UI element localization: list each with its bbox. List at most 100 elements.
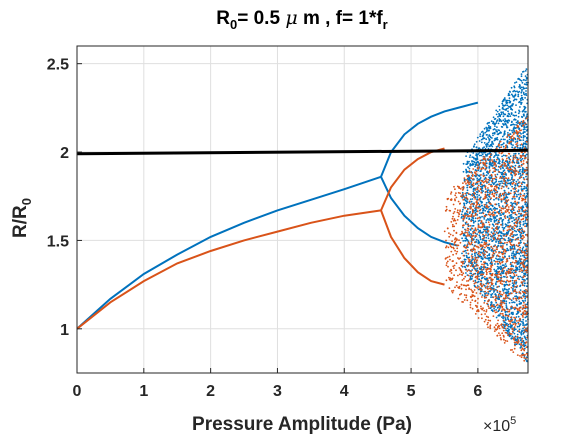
scatter-point	[487, 234, 489, 237]
scatter-point	[524, 316, 527, 319]
scatter-point	[491, 240, 493, 243]
scatter-point	[474, 286, 477, 288]
scatter-point	[497, 211, 500, 213]
scatter-point	[489, 319, 492, 322]
scatter-point	[492, 214, 494, 217]
scatter-point	[498, 109, 501, 111]
scatter-point	[493, 276, 496, 279]
scatter-point	[462, 254, 465, 257]
scatter-point	[523, 259, 526, 261]
scatter-point	[510, 209, 512, 212]
scatter-point	[509, 263, 512, 266]
scatter-point	[492, 121, 495, 124]
scatter-point	[513, 206, 516, 209]
scatter-point	[481, 263, 483, 266]
scatter-point	[503, 342, 506, 344]
scatter-point	[521, 88, 523, 91]
scatter-point	[513, 153, 515, 155]
scatter-point	[512, 311, 514, 314]
scatter-point	[489, 270, 492, 273]
scatter-point	[450, 246, 453, 249]
scatter-point	[499, 337, 502, 339]
scatter-point	[487, 187, 489, 189]
scatter-point	[492, 252, 495, 255]
scatter-point	[522, 344, 524, 347]
scatter-point	[472, 280, 475, 282]
scatter-point	[491, 205, 494, 208]
scatter-point	[508, 162, 511, 164]
scatter-point	[525, 117, 528, 120]
scatter-point	[524, 169, 526, 172]
scatter-point	[468, 160, 470, 163]
scatter-point	[521, 237, 524, 240]
scatter-point	[524, 269, 526, 272]
y-tick-label: 2	[60, 145, 69, 162]
scatter-point	[453, 264, 456, 267]
scatter-point	[467, 180, 469, 182]
scatter-point	[525, 218, 528, 221]
scatter-point	[479, 185, 482, 188]
scatter-point	[482, 134, 484, 137]
scatter-point	[477, 224, 480, 227]
scatter-point	[510, 124, 512, 127]
scatter-point	[501, 222, 504, 225]
scatter-point	[513, 282, 516, 285]
scatter-point	[473, 161, 476, 164]
scatter-point	[450, 290, 453, 292]
scatter-point	[478, 286, 480, 288]
scatter-point	[520, 212, 522, 215]
scatter-point	[501, 185, 504, 188]
scatter-point	[465, 272, 467, 274]
scatter-point	[521, 281, 523, 284]
scatter-point	[495, 113, 498, 116]
scatter-point	[498, 146, 501, 149]
scatter-point	[504, 321, 507, 324]
scatter-point	[521, 269, 523, 272]
scatter-point	[514, 164, 517, 167]
scatter-point	[525, 306, 528, 309]
scatter-point	[497, 169, 499, 171]
scatter-point	[500, 259, 502, 262]
scatter-point	[468, 278, 471, 281]
scatter-point	[524, 297, 527, 300]
scatter-point	[482, 272, 485, 274]
scatter-point	[514, 343, 516, 346]
scatter-point	[487, 198, 490, 201]
scatter-point	[493, 187, 496, 190]
scatter-point	[478, 140, 481, 142]
scatter-point	[504, 201, 506, 204]
scatter-point	[525, 315, 528, 318]
scatter-point	[523, 329, 525, 332]
scatter-point	[448, 276, 450, 279]
scatter-point	[487, 293, 490, 295]
scatter-point	[507, 289, 509, 291]
scatter-point	[461, 279, 464, 281]
scatter-point	[476, 278, 479, 280]
scatter-point	[493, 198, 495, 201]
scatter-point	[524, 70, 527, 72]
scatter-point	[479, 170, 482, 173]
scatter-point	[505, 194, 507, 196]
scatter-point	[476, 136, 479, 139]
scatter-point	[488, 299, 490, 301]
scatter-point	[499, 231, 502, 234]
scatter-point	[496, 260, 499, 263]
scatter-point	[472, 234, 475, 237]
scatter-point	[508, 309, 511, 311]
scatter-point	[460, 287, 463, 290]
scatter-point	[474, 227, 477, 230]
scatter-point	[453, 211, 456, 213]
scatter-point	[465, 296, 468, 299]
scatter-point	[525, 81, 528, 84]
scatter-point	[519, 317, 521, 320]
scatter-point	[481, 285, 483, 288]
scatter-point	[511, 131, 514, 134]
scatter-point	[507, 132, 509, 134]
scatter-point	[513, 191, 516, 194]
plot-frame	[76, 45, 529, 374]
scatter-point	[452, 247, 455, 250]
scatter-point	[463, 299, 466, 301]
scatter-point	[503, 189, 506, 192]
scatter-point	[513, 332, 516, 335]
scatter-point	[483, 151, 485, 154]
